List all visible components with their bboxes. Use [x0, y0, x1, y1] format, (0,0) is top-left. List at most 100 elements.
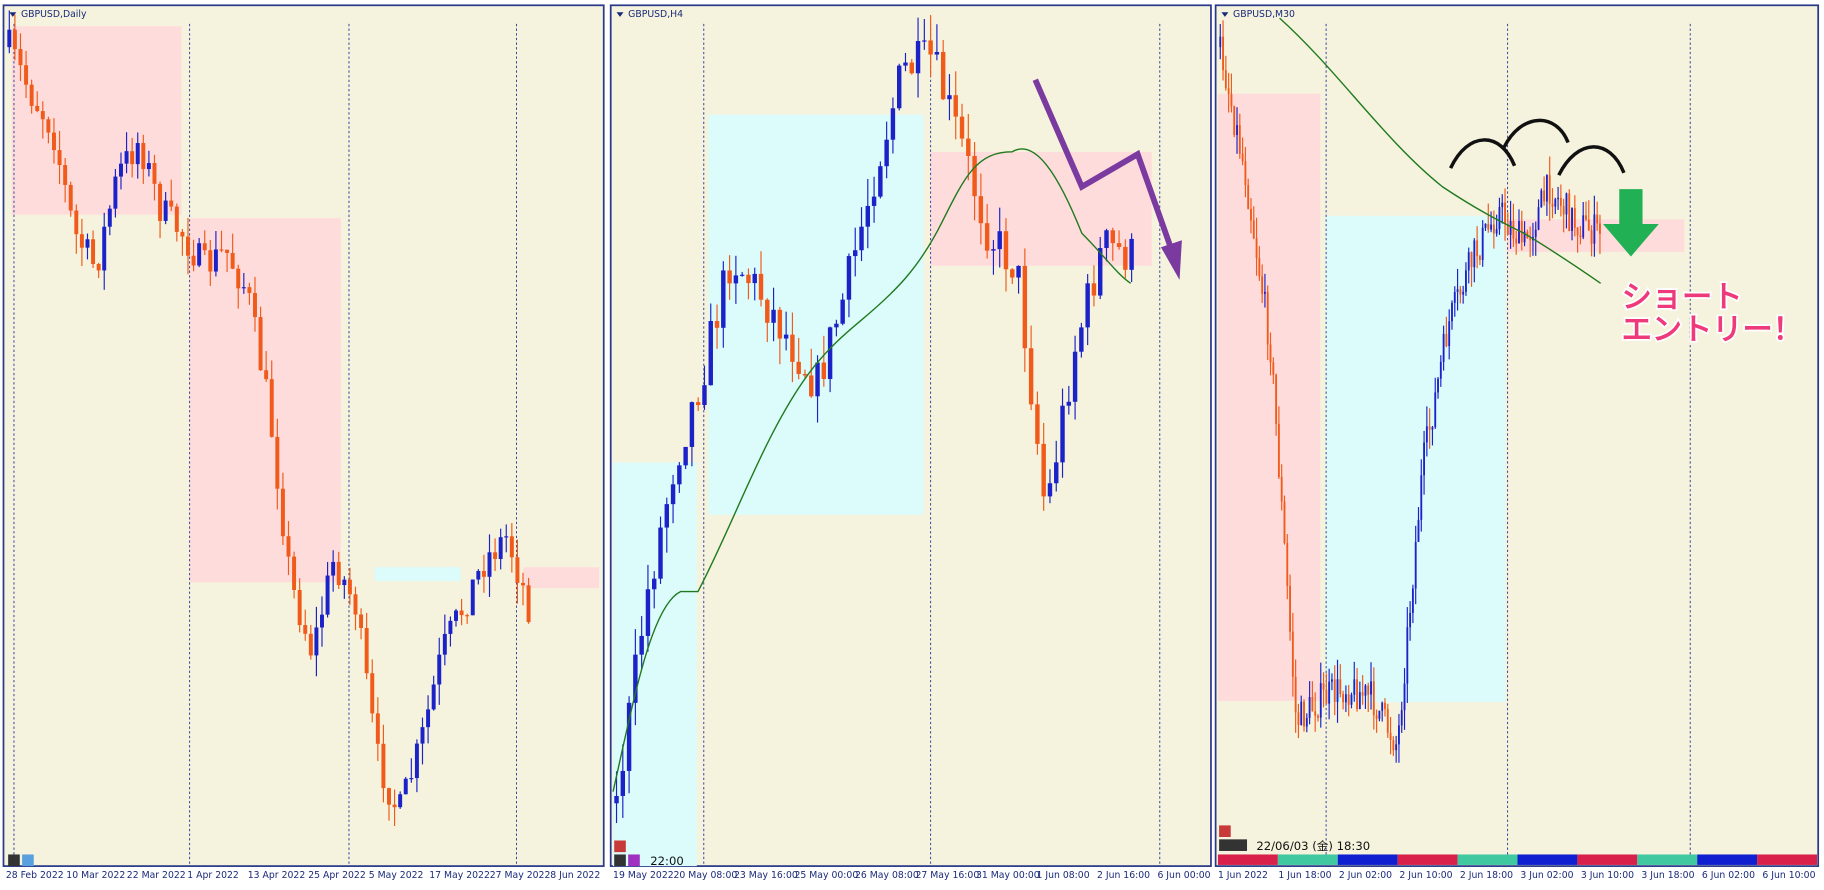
candle-body	[890, 108, 896, 140]
candle-body	[1571, 208, 1573, 231]
candle-body	[1490, 224, 1493, 230]
candle-body	[677, 465, 682, 485]
candle-body	[1353, 679, 1356, 695]
icon	[1219, 825, 1231, 838]
candle-body	[1297, 712, 1300, 725]
candle-body	[1599, 223, 1601, 234]
candle-body	[815, 362, 820, 397]
candle-body	[714, 321, 720, 328]
candle-body	[169, 200, 174, 207]
candle-body	[1573, 208, 1576, 228]
candle-body	[174, 206, 179, 232]
candle-body	[146, 163, 151, 170]
candle-body	[57, 150, 62, 166]
candle-body	[1317, 715, 1319, 718]
candle-body	[928, 40, 933, 55]
candle-body	[46, 119, 51, 133]
candle-body	[614, 795, 619, 804]
candle-body	[1060, 405, 1065, 463]
candle-body	[130, 151, 135, 165]
candle-body	[308, 633, 313, 656]
candle-body	[202, 243, 207, 251]
candle-body	[846, 256, 852, 300]
candle-body	[353, 594, 358, 615]
candle-body	[1047, 483, 1053, 497]
candle-body	[1375, 715, 1378, 719]
candle-body	[280, 488, 285, 537]
candle-body	[752, 273, 757, 284]
candle-body	[827, 327, 833, 380]
icon	[22, 854, 34, 867]
candle-body	[1244, 161, 1247, 186]
candle-body	[1358, 692, 1361, 709]
candle-body	[1596, 214, 1599, 224]
candle-body	[297, 589, 302, 626]
candle-body	[1428, 426, 1431, 430]
candle-body	[370, 673, 375, 714]
candle-body	[1319, 683, 1322, 718]
candle-body	[493, 552, 498, 559]
candle-body	[1512, 220, 1515, 239]
candle-body	[1403, 683, 1406, 711]
moving-average	[1279, 17, 1602, 284]
candle-body	[884, 139, 889, 167]
session-block	[1697, 854, 1758, 865]
candle-body	[652, 578, 657, 590]
x-tick-label: 27 May 2022	[490, 870, 551, 881]
candle-body	[1501, 202, 1504, 208]
candle-body	[7, 29, 12, 48]
candle-body	[152, 163, 157, 184]
candle-body	[1492, 224, 1495, 234]
candle-body	[903, 62, 908, 66]
candle-body	[1386, 708, 1389, 733]
candle-body	[269, 379, 274, 437]
candle-body	[1250, 208, 1252, 221]
candle-body	[347, 579, 352, 595]
candle-body	[392, 804, 397, 808]
candle-body	[437, 654, 442, 685]
candle-body	[1035, 404, 1040, 444]
candle-body	[1590, 230, 1593, 244]
x-tick-label: 20 May 08:00	[674, 870, 738, 881]
candle-body	[809, 375, 814, 397]
candle-body	[1289, 585, 1291, 632]
x-tick-label: 31 May 00:00	[976, 870, 1040, 881]
session-block	[1217, 854, 1278, 865]
candle-body	[85, 239, 90, 248]
candle-body	[476, 570, 481, 580]
candle-body	[1509, 220, 1512, 235]
candle-body	[1417, 519, 1420, 542]
candle-body	[113, 176, 118, 209]
candle-body	[1104, 230, 1109, 249]
candle-body	[1439, 361, 1442, 379]
candle-body	[1286, 543, 1289, 586]
candle-body	[934, 51, 940, 55]
candle-body	[1381, 702, 1384, 711]
x-tick-label: 26 May 08:00	[855, 870, 919, 881]
candle-body	[1593, 214, 1596, 244]
candle-body	[1545, 175, 1548, 202]
candle-body	[1406, 627, 1409, 684]
candle-body	[1328, 681, 1331, 704]
candle-body	[1473, 240, 1476, 268]
x-tick-label: 2 Jun 02:00	[1339, 870, 1392, 881]
candle-body	[1442, 333, 1445, 362]
candle-body	[765, 299, 770, 323]
candle-body	[1585, 215, 1587, 220]
candle-body	[498, 537, 503, 559]
candle-body	[1476, 240, 1479, 257]
candle-body	[320, 614, 324, 628]
triple-top-arcs	[1449, 118, 1626, 176]
candle-body	[695, 402, 701, 406]
candle-body	[853, 250, 858, 257]
candle-body	[1255, 238, 1258, 259]
x-tick-label: 2 Jun 10:00	[1399, 870, 1452, 881]
candle-body	[403, 778, 408, 795]
candle-body	[247, 287, 252, 294]
candle-body	[639, 635, 644, 655]
candle-body	[102, 226, 107, 271]
candle-body	[1339, 679, 1342, 695]
candle-body	[1336, 679, 1339, 702]
candle-body	[1098, 248, 1103, 296]
candle-body	[1247, 185, 1250, 209]
